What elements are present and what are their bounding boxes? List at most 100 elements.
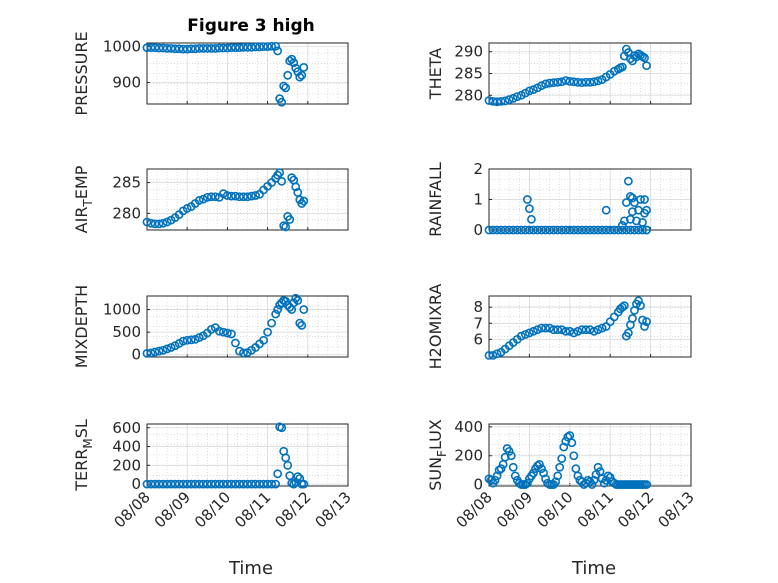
terrmsl-data-point xyxy=(202,479,212,489)
rainfall-data-point xyxy=(533,225,542,235)
rainfall-data-point xyxy=(605,225,615,235)
sunflux-data-point xyxy=(603,471,613,481)
h2omixra-data-point xyxy=(640,322,649,331)
terrmsl-data-point xyxy=(251,479,260,489)
airtemp-data-point xyxy=(287,173,297,183)
pressure-data-point xyxy=(146,43,156,53)
theta-axes-frame xyxy=(488,42,692,105)
mixdepth-data-point xyxy=(178,336,188,346)
terrmsl-data-point xyxy=(154,479,164,489)
mixdepth-data-point xyxy=(214,326,224,336)
h2omixra-data-point xyxy=(520,330,530,339)
theta-data-point xyxy=(589,77,599,87)
terrmsl-data-point xyxy=(166,479,176,489)
pressure-data-point xyxy=(206,43,216,53)
sunflux-data-point xyxy=(496,464,506,474)
pressure-data-point xyxy=(222,43,232,53)
rainfall-data-point xyxy=(636,195,645,204)
sunflux-data-point xyxy=(529,468,538,478)
theta-data-point xyxy=(529,85,538,95)
pressure-data-point xyxy=(297,70,307,80)
rainfall-data-point xyxy=(516,225,526,235)
h2omixra-ylabel: H2OMIXRA xyxy=(426,284,445,370)
rainfall-ylabel: RAINFALL xyxy=(426,162,445,237)
h2omixra-data-point xyxy=(573,326,583,336)
sunflux-data-point xyxy=(642,480,651,489)
h2omixra-data-point xyxy=(593,325,603,335)
sunflux-data-point xyxy=(506,451,516,461)
rainfall-data-point xyxy=(569,225,579,235)
rainfall-data-point xyxy=(525,204,534,214)
theta-data-point xyxy=(488,96,498,106)
pressure-data-point xyxy=(182,44,192,54)
mixdepth-data-point xyxy=(154,346,164,356)
sunflux-xtick-label: 08/09 xyxy=(493,488,536,531)
terrmsl-data-point xyxy=(289,479,299,489)
terrmsl-data-point xyxy=(263,479,272,489)
pressure-data-point xyxy=(277,97,287,107)
rainfall-data-point xyxy=(484,225,494,235)
h2omixra-data-point xyxy=(581,325,591,335)
mixdepth-data-point xyxy=(182,335,192,345)
sunflux-data-point xyxy=(520,480,530,489)
mixdepth-data-point xyxy=(186,335,196,345)
mixdepth-ytick-label: 500 xyxy=(112,323,141,341)
airtemp-data-point xyxy=(142,217,152,227)
terrmsl-data-point xyxy=(267,479,277,489)
pressure-data-point xyxy=(243,42,252,52)
terrmsl-data-point xyxy=(182,479,192,489)
sunflux-data-point xyxy=(508,462,518,472)
sunflux-data-point xyxy=(563,432,573,442)
terrmsl-data-point xyxy=(281,453,291,463)
theta-data-point xyxy=(617,62,627,72)
mixdepth-data-point xyxy=(218,327,228,337)
h2omixra-axes-frame xyxy=(488,295,692,358)
airtemp-data-point xyxy=(291,182,301,192)
pressure-data-point xyxy=(178,44,188,54)
rainfall-data-point xyxy=(522,195,532,204)
mixdepth-data-point xyxy=(291,293,301,303)
sunflux-data-point xyxy=(559,442,569,452)
terrmsl-data-point xyxy=(146,479,156,489)
sunflux-data-point xyxy=(500,452,510,462)
rainfall-data-point xyxy=(617,221,627,230)
theta-ylabel: THETA xyxy=(426,48,445,100)
airtemp-data-point xyxy=(158,218,168,228)
h2omixra-data-point xyxy=(597,323,607,333)
theta-data-point xyxy=(553,77,563,87)
sunflux-data-point xyxy=(557,454,567,464)
theta-data-point xyxy=(585,77,595,87)
terrmsl-data-point xyxy=(259,479,268,489)
h2omixra-data-point xyxy=(585,325,595,335)
h2omixra-ytick-label: 6 xyxy=(473,330,483,348)
h2omixra-data-point xyxy=(557,325,567,335)
theta-data-point xyxy=(508,93,518,103)
rainfall-data-point xyxy=(632,216,641,226)
pressure-data-point xyxy=(255,42,264,52)
h2omixra-data-point xyxy=(561,326,571,336)
rainfall-data-point xyxy=(642,225,651,235)
sunflux-ylabel: SUNFLUX xyxy=(426,419,449,491)
rainfall-data-point xyxy=(619,216,629,226)
theta-data-point xyxy=(577,78,587,88)
h2omixra-data-point xyxy=(565,326,575,336)
mixdepth-data-point xyxy=(293,296,303,305)
terrmsl-data-point xyxy=(210,479,220,489)
mixdepth-data-point xyxy=(162,344,172,354)
pressure-data-point xyxy=(154,43,164,53)
rainfall-data-point xyxy=(508,225,518,235)
airtemp-data-point xyxy=(222,191,232,200)
rainfall-data-point xyxy=(537,225,546,235)
h2omixra-data-point xyxy=(623,328,633,338)
sunflux-data-point xyxy=(561,436,571,446)
terrmsl-data-point xyxy=(283,460,293,470)
terrmsl-xtick-label: 08/11 xyxy=(231,488,274,531)
mixdepth-data-point xyxy=(299,305,309,314)
terrmsl-data-point xyxy=(214,479,224,489)
mixdepth-data-point xyxy=(222,328,232,338)
sunflux-data-point xyxy=(514,478,524,488)
rainfall-data-point xyxy=(626,214,635,224)
terrmsl-data-point xyxy=(299,479,309,489)
pressure-data-point xyxy=(142,43,152,53)
